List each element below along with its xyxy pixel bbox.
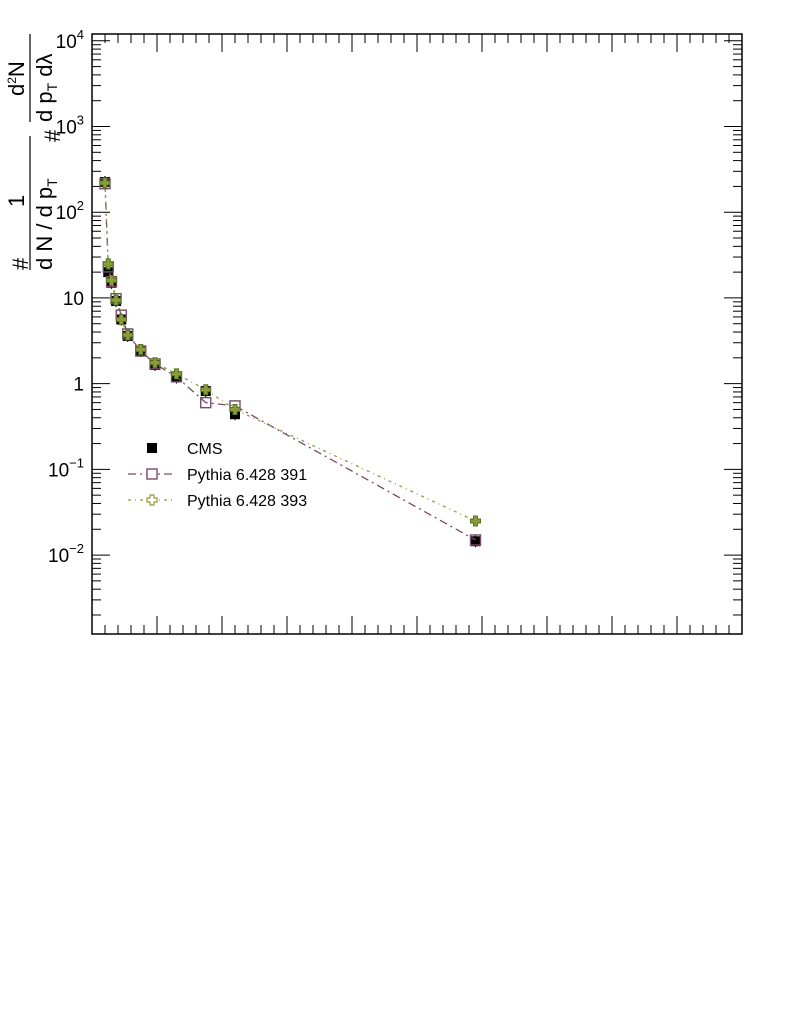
y-label-denominator: d N / d pT <box>32 178 60 270</box>
y-label-numerator: 1 <box>4 195 29 207</box>
y-label-inner-numerator: d2N <box>4 61 29 96</box>
y-tick-label: 1 <box>73 375 84 396</box>
y-label-hash: # <box>8 257 33 270</box>
legend: CMS Pythia 6.428 391 Pythia 6.428 393 <box>128 441 307 510</box>
legend-label-pythia-6-428-393: Pythia 6.428 393 <box>187 493 307 510</box>
data-point-pythia-6-428-393 <box>149 357 161 369</box>
data-point-pythia-6-428-393 <box>229 403 241 415</box>
data-point-pythia-6-428-393 <box>171 368 182 380</box>
data-point-pythia-6-428-393 <box>470 515 481 527</box>
data-point-pythia-6-428-393 <box>115 314 127 326</box>
axis-ticks <box>91 34 743 634</box>
legend-label-pythia-6-428-391: Pythia 6.428 391 <box>187 467 307 484</box>
data-point-pythia-6-428-393 <box>200 384 212 396</box>
data-point-pythia-6-428-393 <box>102 258 114 270</box>
data-point-pythia-6-428-393 <box>106 274 117 286</box>
y-tick-labels: 10−2 10−1 1 10 102 103 104 <box>48 27 84 567</box>
plot-frame <box>91 33 743 635</box>
y-label-inner-denominator: d pT dλ <box>32 53 60 122</box>
y-tick-label: 102 <box>56 198 84 224</box>
legend-marker-pythia-6-428-393 <box>146 494 158 506</box>
y-tick-label: 10−1 <box>48 455 84 481</box>
data-point-pythia-6-428-393 <box>135 344 147 356</box>
y-label-inner-hash: # <box>40 129 65 142</box>
data-point-pythia-6-428-391 <box>200 396 212 409</box>
legend-label-cms: CMS <box>187 441 223 458</box>
y-tick-label: 10−2 <box>48 541 84 567</box>
data-point-pythia-6-428-391 <box>469 534 482 546</box>
y-tick-label: 103 <box>56 113 84 139</box>
data-point-pythia-6-428-393 <box>99 177 111 189</box>
legend-marker-pythia-6-428-391 <box>146 468 158 480</box>
y-tick-label: 104 <box>56 27 84 53</box>
y-tick-label: 10 <box>63 289 84 310</box>
data-point-pythia-6-428-393 <box>122 329 134 341</box>
series-layer <box>99 176 482 548</box>
data-point-cms <box>470 536 481 547</box>
data-point-pythia-6-428-393 <box>110 294 122 306</box>
legend-marker-cms <box>147 443 157 453</box>
